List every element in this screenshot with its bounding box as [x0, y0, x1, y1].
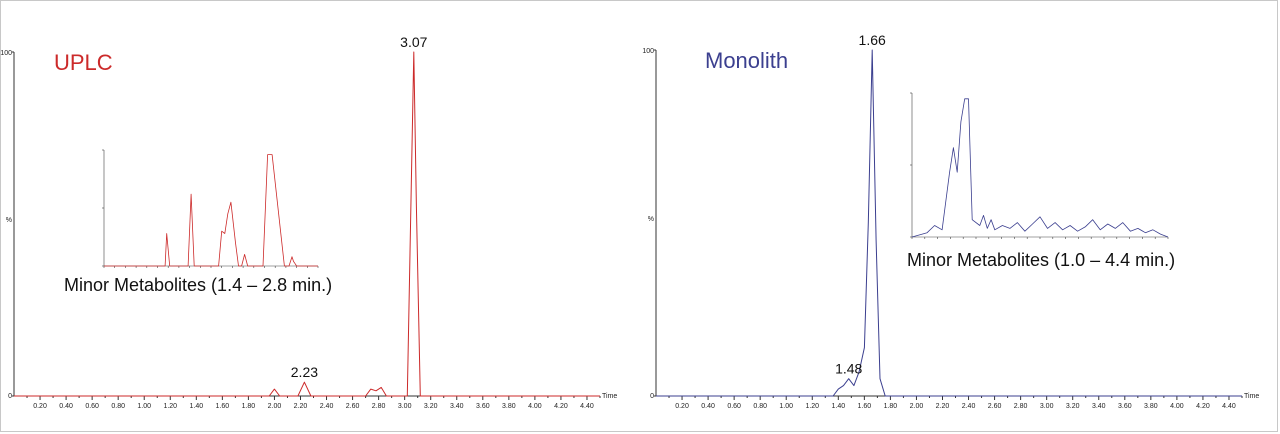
- monolith-peak-label: 1.48: [835, 361, 862, 377]
- monolith-x-tick-label: 2.00: [910, 403, 924, 410]
- monolith-x-tick-label: 4.20: [1196, 403, 1210, 410]
- uplc-x-tick-label: 3.20: [424, 403, 438, 410]
- uplc-inset-caption: Minor Metabolites (1.4 – 2.8 min.): [64, 275, 332, 295]
- uplc-x-tick-label: 3.40: [450, 403, 464, 410]
- uplc-panel: 100% 0 0.20 0.40 0.60 0.80 1.00 1.20 1.40 1.60 1.8…: [0, 34, 617, 410]
- uplc-x-tick-label: 2.80: [372, 403, 386, 410]
- uplc-series-line: [14, 51, 600, 397]
- uplc-x-tick-label: 1.20: [163, 403, 177, 410]
- uplc-x-tick-label: 3.60: [476, 403, 490, 410]
- monolith-x-tick-label: 0.40: [701, 403, 715, 410]
- monolith-title: Monolith: [705, 48, 788, 73]
- monolith-x-tick-label: 1.60: [858, 403, 872, 410]
- monolith-x-tick-label: 1.00: [779, 403, 793, 410]
- uplc-peak-label: 3.07: [400, 34, 427, 50]
- uplc-title: UPLC: [54, 50, 113, 75]
- monolith-series-line: [656, 49, 1242, 397]
- monolith-x-tick-label: 3.80: [1144, 403, 1158, 410]
- monolith-x-tick-label: 3.40: [1092, 403, 1106, 410]
- monolith-x-tick-label: 0.80: [753, 403, 767, 410]
- monolith-x-tick-label: 1.80: [884, 403, 898, 410]
- monolith-x-tick-label: 0.20: [675, 403, 689, 410]
- monolith-x-tick-label: 2.40: [962, 403, 976, 410]
- uplc-y-tick-label: %: [6, 217, 12, 224]
- uplc-peak-label: 2.23: [291, 364, 318, 380]
- monolith-x-tick-label: 2.60: [988, 403, 1002, 410]
- uplc-x-axis-label: Time: [602, 393, 617, 400]
- monolith-panel: 100% 0 0.20 0.40 0.60 0.80 1.00 1.20 1.40 1.60 1.8…: [642, 32, 1259, 410]
- uplc-x-tick-label: 1.80: [242, 403, 256, 410]
- uplc-y-tick-label: 100: [0, 50, 12, 57]
- monolith-inset: [910, 92, 1169, 239]
- monolith-x-tick-label: 4.40: [1222, 403, 1236, 410]
- uplc-x-tick-label: 1.00: [137, 403, 151, 410]
- uplc-x-tick-label: 1.40: [189, 403, 203, 410]
- uplc-x-tick-label: 3.00: [398, 403, 412, 410]
- monolith-x-tick-label: 3.60: [1118, 403, 1132, 410]
- uplc-x-tick-label: 2.40: [320, 403, 334, 410]
- monolith-x-tick-label: 2.80: [1014, 403, 1028, 410]
- monolith-x-tick-label: 4.00: [1170, 403, 1184, 410]
- uplc-x-tick-label: 0.80: [111, 403, 125, 410]
- monolith-x-tick-label: 2.20: [936, 403, 950, 410]
- monolith-x-tick-label: 3.00: [1040, 403, 1054, 410]
- uplc-x-tick-label: 0.20: [33, 403, 47, 410]
- monolith-x-tick-label: 0.60: [727, 403, 741, 410]
- monolith-y-tick-label: %: [648, 216, 654, 223]
- uplc-x-tick-label: 2.20: [294, 403, 308, 410]
- uplc-x-tick-label: 3.80: [502, 403, 516, 410]
- monolith-inset-caption: Minor Metabolites (1.0 – 4.4 min.): [907, 250, 1175, 270]
- uplc-x-tick-label: 2.60: [346, 403, 360, 410]
- uplc-x-tick-label: 4.40: [580, 403, 594, 410]
- uplc-x-tick-label: 1.60: [216, 403, 230, 410]
- monolith-x-tick-label: 1.40: [831, 403, 845, 410]
- monolith-x-tick-label: 1.20: [805, 403, 819, 410]
- uplc-x-tick-label: 4.00: [528, 403, 542, 410]
- uplc-x-tick-label: 0.60: [85, 403, 99, 410]
- monolith-x-tick-label: 3.20: [1066, 403, 1080, 410]
- monolith-y-tick-label: 100: [642, 48, 654, 55]
- monolith-y-tick-label: 0: [650, 393, 654, 400]
- uplc-x-tick-label: 4.20: [554, 403, 568, 410]
- monolith-x-axis-label: Time: [1244, 393, 1259, 400]
- monolith-peak-label: 1.66: [859, 32, 886, 48]
- uplc-y-tick-label: 0: [8, 393, 12, 400]
- monolith-inset-series-line: [911, 98, 1169, 238]
- uplc-x-tick-label: 2.00: [268, 403, 282, 410]
- uplc-inset-series-line: [104, 154, 318, 267]
- uplc-inset: [102, 149, 319, 268]
- uplc-x-tick-label: 0.40: [59, 403, 73, 410]
